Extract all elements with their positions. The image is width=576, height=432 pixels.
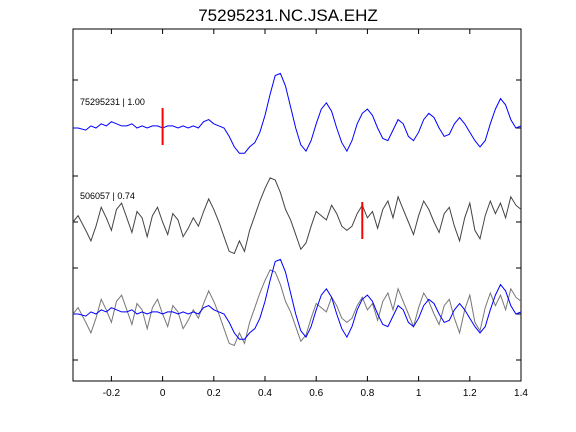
trace-overlay-secondary [72, 269, 522, 347]
x-tick-label: 1 [416, 388, 422, 399]
x-tick-label: -0.2 [103, 388, 121, 399]
trace-overlay-primary [73, 258, 522, 340]
x-tick-label: 0.2 [207, 388, 221, 399]
x-tick-label: 0 [160, 388, 166, 399]
trace-labels: 75295231 | 1.00 506057 | 0.74 [80, 97, 145, 201]
x-tick-label: 1.2 [463, 388, 477, 399]
x-tick-label: 1.4 [514, 388, 528, 399]
x-tick-label: 0.6 [309, 388, 323, 399]
trace-label: 506057 | 0.74 [80, 191, 135, 201]
plot-frame [72, 28, 522, 382]
x-tick-label: 0.8 [360, 388, 374, 399]
trace-primary [73, 72, 522, 154]
traces [72, 72, 522, 347]
chart-title: 75295231.NC.JSA.EHZ [198, 6, 378, 25]
trace-label: 75295231 | 1.00 [80, 97, 145, 107]
trace-secondary [72, 177, 522, 255]
axis-ticks: -0.2 0 0.2 0.4 0.6 0.8 1 1.2 1.4 [73, 29, 528, 399]
x-tick-label: 0.4 [258, 388, 272, 399]
